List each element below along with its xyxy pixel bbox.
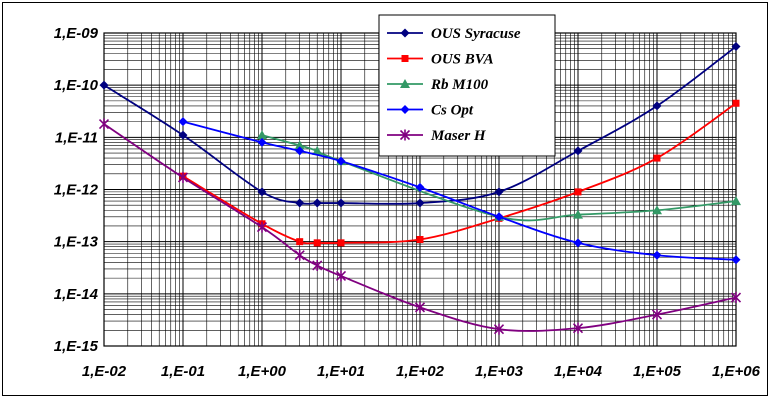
legend-label: Rb M100 [430, 77, 489, 93]
data-point [312, 198, 322, 208]
data-point [256, 221, 268, 233]
data-point [400, 79, 410, 88]
y-tick-label: 1,E-12 [54, 182, 99, 199]
x-tick-label: 1,E+06 [712, 363, 761, 380]
y-tick-label: 1,E-15 [54, 338, 99, 355]
data-point [731, 196, 741, 206]
y-tick-label: 1,E-11 [55, 129, 98, 146]
data-point [731, 42, 741, 52]
x-tick-label: 1,E+04 [554, 363, 603, 380]
legend-label: Cs Opt [431, 103, 474, 119]
x-tick-label: 1,E-01 [161, 363, 205, 380]
series-line [182, 102, 737, 245]
data-point [177, 171, 189, 183]
data-point [732, 99, 740, 107]
data-point [296, 238, 304, 246]
x-tick-label: 1,E-02 [82, 363, 127, 380]
data-point [178, 130, 188, 140]
y-tick-label: 1,E-13 [54, 234, 99, 251]
data-point [98, 118, 110, 130]
x-tick-label: 1,E+01 [317, 363, 365, 380]
data-point [573, 146, 583, 156]
data-point [415, 182, 425, 192]
data-point [295, 198, 305, 208]
series-maser-h [98, 118, 742, 335]
tick-labels: 1,E-09 1,E-10 1,E-11 1,E-12 1,E-13 1,E-14 1,E-… [54, 25, 761, 380]
data-point [494, 187, 504, 197]
data-point [416, 236, 424, 244]
legend: OUS Syracuse OUS BVA Rb M100 Cs Opt Maser H [378, 14, 556, 157]
data-point [335, 270, 347, 282]
data-point [336, 156, 346, 166]
x-tick-label: 1,E+02 [396, 363, 445, 380]
y-tick-label: 1,E-09 [54, 25, 99, 42]
data-point [257, 137, 267, 147]
series-line [103, 123, 737, 332]
data-point [257, 130, 267, 140]
x-tick-label: 1,E+05 [633, 363, 682, 380]
legend-entry: Rb M100 [387, 77, 489, 93]
data-point [574, 188, 582, 196]
legend-entry: OUS Syracuse [387, 26, 521, 42]
data-point [652, 250, 662, 260]
data-point [399, 129, 411, 141]
data-point [257, 187, 267, 197]
y-tick-label: 1,E-14 [54, 286, 99, 303]
data-point [573, 238, 583, 248]
data-point [731, 255, 741, 265]
data-point [572, 322, 584, 334]
series-line [103, 45, 737, 205]
data-point [401, 55, 409, 62]
data-point [653, 154, 661, 162]
series-cs-opt [178, 117, 741, 265]
data-point [573, 209, 583, 219]
legend-label: OUS BVA [431, 52, 494, 68]
y-tick-label: 1,E-10 [54, 77, 99, 94]
data-point [415, 198, 425, 208]
data-point [336, 198, 346, 208]
data-point [178, 117, 188, 127]
data-point [651, 309, 663, 321]
legend-entry: Cs Opt [387, 103, 474, 119]
x-tick-label: 1,E+00 [238, 363, 287, 380]
data-point [400, 28, 410, 38]
legend-entry: OUS BVA [387, 52, 494, 68]
data-point [295, 146, 305, 156]
data-point [312, 145, 323, 155]
data-point [652, 101, 662, 111]
data-point [414, 301, 426, 313]
series-ous-syracuse [99, 42, 741, 208]
series-layer [98, 42, 742, 335]
data-point [312, 259, 323, 271]
data-point [99, 80, 109, 90]
legend-entry: Maser H [387, 128, 487, 144]
legend-label: OUS Syracuse [431, 26, 521, 42]
data-point [493, 323, 505, 335]
data-point [337, 239, 345, 247]
data-point [400, 105, 410, 114]
data-point [652, 205, 662, 215]
data-point [494, 212, 504, 222]
legend-label: Maser H [430, 128, 487, 144]
x-tick-label: 1,E+03 [475, 363, 524, 380]
data-point [730, 292, 742, 304]
data-point [294, 140, 305, 150]
data-point [294, 249, 305, 261]
series-line [261, 134, 737, 222]
data-point [313, 239, 321, 247]
